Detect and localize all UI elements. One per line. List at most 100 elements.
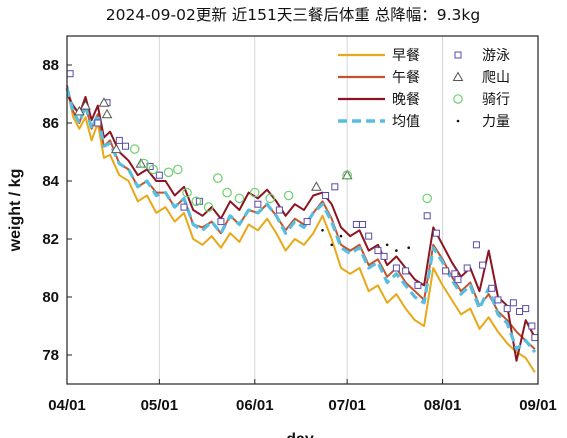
marker-triangle bbox=[110, 143, 122, 154]
marker-square bbox=[402, 267, 410, 275]
marker-triangle bbox=[80, 100, 91, 110]
marker-square bbox=[331, 183, 339, 191]
series-lines bbox=[65, 85, 537, 373]
marker-triangle bbox=[73, 105, 85, 116]
legend-label: 晚餐 bbox=[392, 92, 420, 108]
x-tick-label: 04/01 bbox=[48, 397, 86, 414]
marker-dot bbox=[385, 243, 389, 247]
marker-square bbox=[488, 284, 496, 292]
legend-label: 早餐 bbox=[392, 48, 420, 64]
marker-square bbox=[494, 296, 502, 304]
marker-square bbox=[463, 264, 471, 272]
marker-triangle bbox=[101, 108, 113, 119]
marker-square bbox=[275, 206, 283, 214]
x-axis-label: day bbox=[286, 431, 314, 438]
marker-dot bbox=[330, 243, 334, 247]
y-tick-label: 84 bbox=[42, 173, 59, 190]
marker-square bbox=[365, 232, 373, 240]
chart-title: 2024-09-02更新 近151天三餐后体重 总降幅：9.3kg bbox=[106, 6, 480, 24]
series-line-2 bbox=[66, 93, 536, 362]
y-tick-label: 78 bbox=[42, 347, 59, 364]
marker-square bbox=[454, 276, 462, 284]
marker-triangle bbox=[310, 181, 322, 191]
marker-square bbox=[359, 221, 367, 228]
marker-circle bbox=[283, 190, 294, 201]
marker-circle bbox=[163, 167, 174, 178]
marker-dot bbox=[395, 249, 398, 252]
marker-circle bbox=[203, 202, 214, 212]
marker-dot bbox=[407, 246, 411, 249]
legend-swatch-marker bbox=[453, 94, 463, 104]
marker-square bbox=[121, 142, 129, 150]
marker-square bbox=[380, 252, 388, 260]
marker-square bbox=[392, 264, 400, 272]
marker-circle bbox=[129, 144, 140, 154]
activity-markers bbox=[66, 70, 539, 342]
marker-circle bbox=[173, 164, 183, 175]
marker-square bbox=[451, 270, 459, 278]
marker-circle bbox=[422, 193, 432, 204]
marker-square bbox=[531, 334, 539, 342]
marker-square bbox=[66, 70, 74, 78]
marker-square bbox=[155, 171, 163, 179]
grid-lines bbox=[158, 36, 444, 384]
y-tick-label: 88 bbox=[42, 57, 59, 74]
y-tick-label: 82 bbox=[42, 231, 59, 248]
marker-circle bbox=[342, 170, 352, 180]
y-tick-label: 80 bbox=[42, 289, 59, 306]
marker-square bbox=[180, 203, 188, 211]
marker-square bbox=[528, 322, 536, 330]
marker-square bbox=[509, 299, 517, 307]
axis-ticks: 04/01 05/01 06/01 07/01 08/01 09/01 78 80 82 84 86… bbox=[42, 57, 556, 414]
marker-circle bbox=[191, 196, 202, 207]
x-tick-label: 08/01 bbox=[424, 397, 462, 414]
marker-circle bbox=[182, 187, 192, 198]
marker-square bbox=[303, 218, 311, 226]
legend-label: 爬山 bbox=[482, 70, 510, 86]
legend-label: 均值 bbox=[392, 114, 420, 130]
x-tick-label: 06/01 bbox=[236, 397, 274, 414]
plot-frame bbox=[66, 35, 539, 385]
marker-triangle bbox=[341, 169, 353, 180]
legend-swatch-marker bbox=[456, 119, 460, 123]
series-line-3 bbox=[65, 87, 537, 354]
x-tick-label: 05/01 bbox=[141, 397, 179, 414]
marker-triangle bbox=[98, 97, 110, 107]
marker-square bbox=[217, 218, 225, 226]
marker-square bbox=[423, 212, 431, 220]
marker-square bbox=[254, 200, 262, 208]
marker-square bbox=[516, 308, 524, 315]
marker-square bbox=[322, 192, 330, 199]
marker-square bbox=[503, 305, 511, 313]
marker-square bbox=[94, 119, 102, 127]
marker-circle bbox=[213, 173, 223, 183]
y-tick-label: 86 bbox=[42, 115, 59, 132]
marker-square bbox=[352, 221, 360, 228]
x-tick-label: 07/01 bbox=[328, 397, 366, 414]
marker-square bbox=[442, 267, 450, 275]
series-line-1 bbox=[66, 85, 536, 350]
legend-label: 力量 bbox=[482, 114, 510, 130]
legend-label: 游泳 bbox=[482, 48, 510, 64]
marker-square bbox=[374, 247, 382, 255]
marker-circle bbox=[249, 187, 260, 198]
legend-label: 骑行 bbox=[482, 92, 510, 108]
marker-dot bbox=[321, 229, 324, 232]
marker-square bbox=[432, 229, 440, 237]
x-tick-label: 09/01 bbox=[519, 397, 557, 414]
legend-label: 午餐 bbox=[392, 70, 420, 86]
y-axis-label: weight / kg bbox=[7, 169, 24, 253]
marker-square bbox=[472, 241, 480, 249]
marker-circle bbox=[234, 193, 245, 204]
marker-square bbox=[522, 305, 530, 313]
marker-dot bbox=[339, 234, 343, 238]
series-line-0 bbox=[66, 87, 536, 373]
marker-circle bbox=[148, 164, 158, 175]
marker-square bbox=[115, 136, 123, 144]
marker-square bbox=[479, 261, 487, 269]
legend-swatch-marker bbox=[454, 51, 462, 59]
legend-swatch-marker bbox=[452, 71, 464, 81]
